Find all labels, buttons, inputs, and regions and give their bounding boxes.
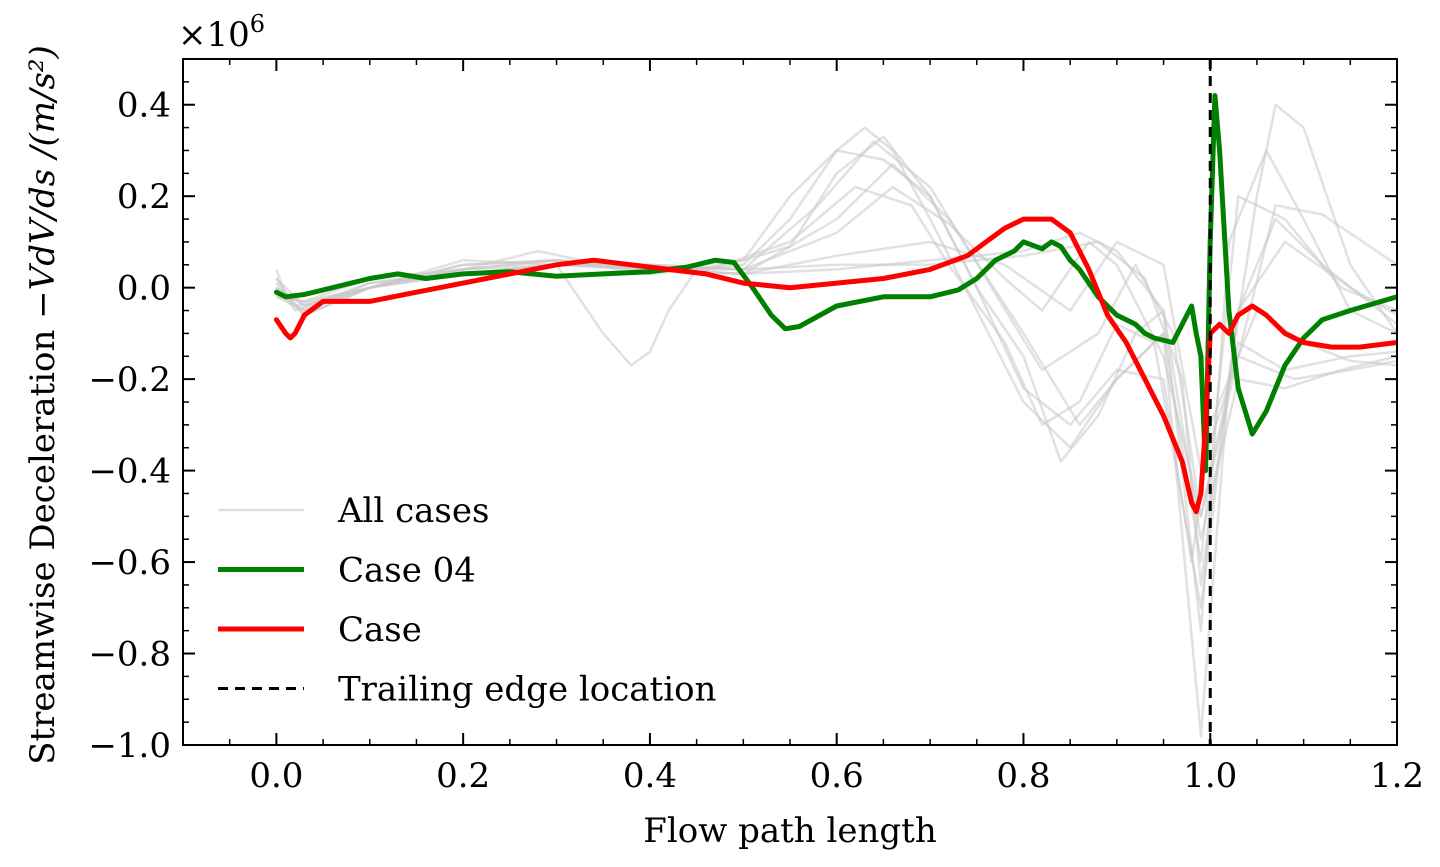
y-tick-label: −0.8 (88, 635, 171, 675)
y-multiplier-exponent: 6 (250, 10, 265, 38)
x-tick-label: 0.8 (996, 756, 1050, 796)
x-tick-label: 0.2 (436, 756, 490, 796)
y-axis-label: Streamwise Deceleration −VdV/ds /(m/s²) (23, 45, 63, 765)
legend-label-case: Case (338, 610, 422, 650)
y-tick-label: 0.2 (117, 177, 171, 217)
axis-ticks (182, 58, 1398, 746)
x-tick-label: 1.2 (1370, 756, 1424, 796)
legend-label-case04: Case 04 (338, 551, 476, 591)
legend-label-all: All cases (337, 491, 489, 531)
series-line-case (273, 216, 1397, 515)
x-tick-label: 0.6 (810, 756, 864, 796)
y-tick-label: 0.0 (117, 269, 171, 309)
y-axis-label-text: Streamwise Deceleration (23, 330, 63, 765)
svg-text:×106: ×106 (178, 10, 265, 55)
background-series-lines (275, 103, 1397, 738)
series-line-case04 (273, 93, 1397, 474)
y-axis-label-units: −VdV/ds /(m/s²) (23, 45, 63, 319)
background-series-line-10 (275, 140, 1397, 518)
x-tick-label: 1.0 (1183, 756, 1237, 796)
plot-area (182, 58, 1398, 746)
y-multiplier-text: ×10 (178, 15, 250, 55)
y-tick-label: −0.4 (88, 452, 171, 492)
y-tick-label: −0.2 (88, 360, 171, 400)
legend: All cases Case 04 Case Trailing edge locati… (218, 491, 716, 710)
y-tick-label: 0.4 (117, 86, 171, 126)
svg-text:Streamwise Deceleration: Streamwise Deceleration −VdV/ds /(m/s²) (23, 45, 63, 765)
main-series-lines (273, 93, 1397, 515)
x-axis-label: Flow path length (643, 811, 936, 851)
y-tick-label: −0.6 (88, 543, 171, 583)
y-multiplier: ×106 (178, 10, 265, 55)
background-series-line-5 (275, 185, 1397, 518)
legend-label-te: Trailing edge location (338, 670, 716, 710)
x-tick-label: 0.4 (623, 756, 677, 796)
y-tick-label: −1.0 (88, 726, 171, 766)
x-tick-label: 0.0 (249, 756, 303, 796)
